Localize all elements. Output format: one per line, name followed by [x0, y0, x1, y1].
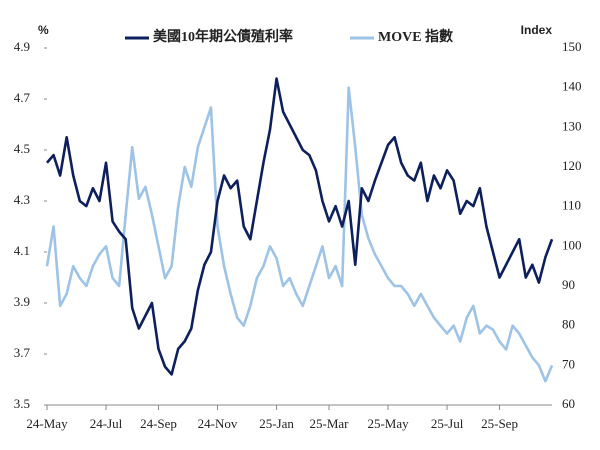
y-tick-label: 4.1	[14, 243, 30, 258]
y-tick-label: 4.5	[14, 141, 30, 156]
y2-tick-label: 100	[562, 237, 582, 252]
x-tick-label: 24-Jul	[90, 416, 123, 431]
y-tick-label: 3.9	[14, 294, 30, 309]
x-tick-label: 24-May	[26, 416, 68, 431]
y2-tick-label: 90	[562, 277, 575, 292]
y2-tick-label: 140	[562, 79, 582, 94]
x-tick-label: 25-Jul	[431, 416, 464, 431]
y-tick-label: 4.9	[14, 39, 30, 54]
x-tick-label: 25-Mar	[310, 416, 350, 431]
y2-tick-label: 60	[562, 396, 575, 411]
y-tick-label: 4.3	[14, 192, 30, 207]
y2-tick-label: 130	[562, 118, 582, 133]
x-tick-label: 25-May	[367, 416, 409, 431]
x-tick-label: 24-Nov	[198, 416, 238, 431]
y2-tick-label: 150	[562, 39, 582, 54]
y2-tick-label: 110	[562, 198, 581, 213]
y-tick-label: 3.7	[14, 345, 31, 360]
series-line	[46, 77, 554, 376]
x-tick-label: 24-Sep	[140, 416, 177, 431]
x-tick-label: 25-Sep	[481, 416, 518, 431]
y2-tick-label: 120	[562, 158, 582, 173]
y-axis-unit: %	[38, 23, 49, 37]
y2-tick-label: 70	[562, 356, 575, 371]
series-line	[45, 86, 554, 383]
y2-axis-unit: Index	[521, 23, 553, 37]
legend-label: MOVE 指數	[378, 28, 453, 45]
legend-label: 美國10年期公債殖利率	[153, 28, 293, 45]
y-tick-label: 4.7	[14, 90, 31, 105]
y-tick-label: 3.5	[14, 396, 30, 411]
y2-tick-label: 80	[562, 317, 575, 332]
x-tick-label: 25-Jan	[259, 416, 294, 431]
